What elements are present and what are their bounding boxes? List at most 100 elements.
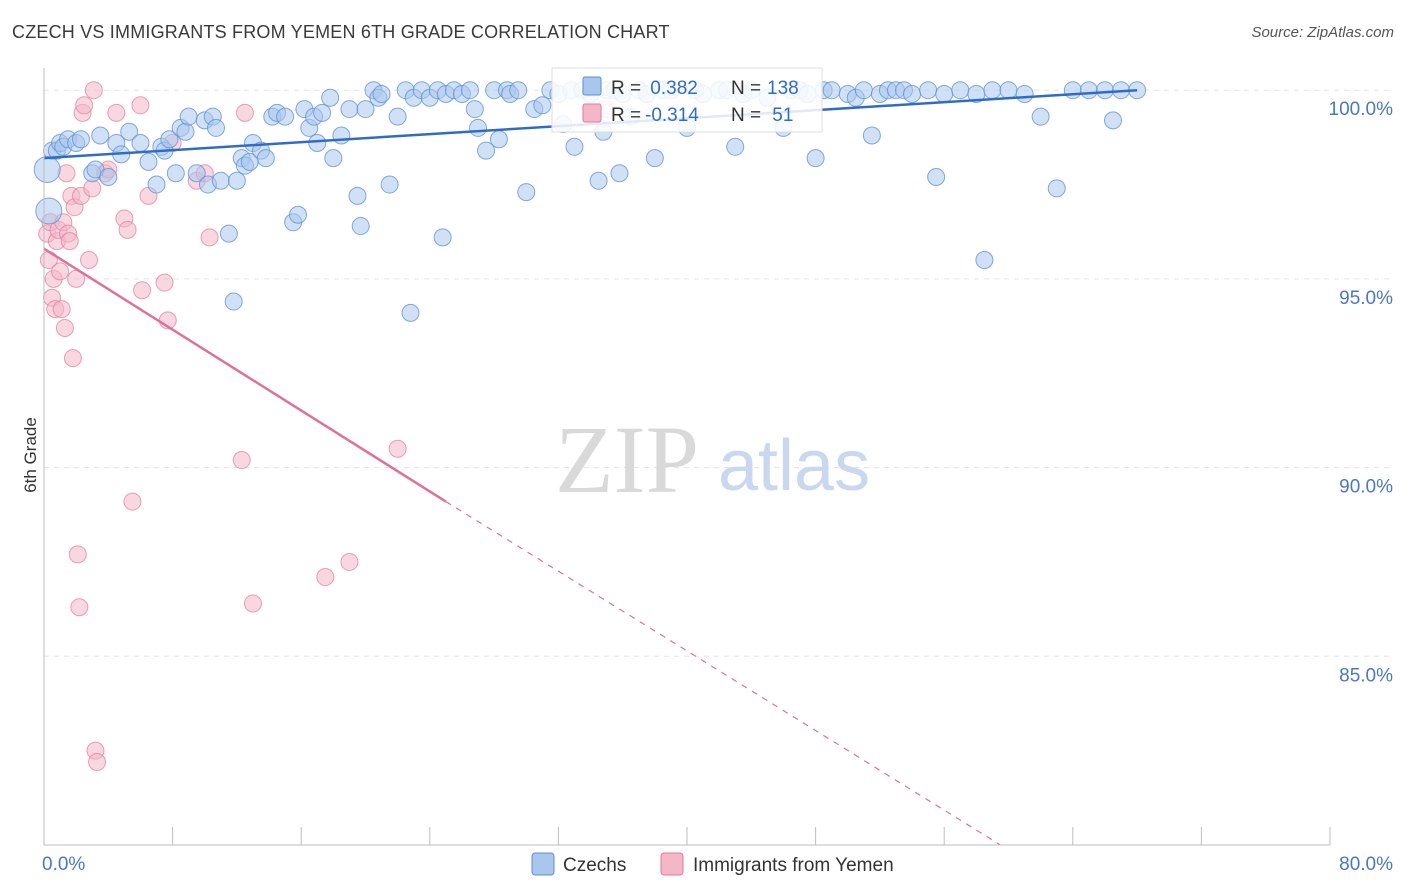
point-czech [187, 164, 206, 183]
point-czech [854, 81, 873, 100]
point-yemen [131, 96, 150, 115]
point-czech [91, 126, 110, 145]
point-czech [356, 100, 375, 119]
point-czech [1015, 84, 1034, 103]
point-czech [207, 118, 226, 137]
point-czech [120, 122, 139, 141]
point-czech [1103, 111, 1122, 130]
point-czech [256, 149, 275, 168]
point-czech [176, 122, 195, 141]
point-czech [147, 175, 166, 194]
point-czech [179, 107, 198, 126]
point-czech [139, 152, 158, 171]
point-yemen [316, 568, 335, 587]
point-yemen [80, 251, 99, 270]
point-czech [1095, 81, 1114, 100]
point-czech [806, 149, 825, 168]
point-czech [308, 134, 327, 153]
point-czech [903, 84, 922, 103]
point-czech [388, 107, 407, 126]
point-yemen [133, 281, 152, 300]
trend-line-yemen [43, 247, 447, 503]
legend-n-label-czech: N = [731, 78, 761, 99]
bottom-legend-label-czech: Czechs [563, 855, 626, 876]
point-yemen [63, 349, 82, 368]
point-czech [460, 81, 479, 100]
point-yemen [232, 451, 251, 470]
y-tick-labels: 85.0% 90.0% 95.0% 100.0% [1329, 99, 1394, 686]
y-tick-label: 95.0% [1339, 288, 1393, 309]
point-yemen [83, 179, 102, 198]
point-czech [477, 141, 496, 160]
point-yemen [340, 552, 359, 571]
point-czech [565, 137, 584, 156]
point-yemen [388, 439, 407, 458]
point-yemen [118, 220, 137, 239]
point-czech [332, 126, 351, 145]
point-czech [862, 126, 881, 145]
point-czech [227, 171, 246, 190]
point-yemen [55, 318, 74, 337]
x-tick-label-left: 0.0% [42, 854, 85, 875]
point-czech [401, 303, 420, 322]
watermark-zip: ZIP [555, 406, 699, 513]
legend-n-value-czech: 138 [767, 78, 799, 99]
chart-title: CZECH VS IMMIGRANTS FROM YEMEN 6TH GRADE… [12, 22, 670, 42]
point-czech [313, 103, 332, 122]
point-czech [348, 186, 367, 205]
bottom-legend-swatch-czech [531, 852, 555, 876]
point-czech [951, 81, 970, 100]
point-czech [1079, 81, 1098, 100]
point-yemen [235, 103, 254, 122]
point-yemen [51, 262, 70, 281]
point-czech [288, 205, 307, 224]
point-yemen [75, 96, 94, 115]
point-czech [1063, 81, 1082, 100]
point-czech [131, 134, 150, 153]
bottom-legend-label-yemen: Immigrants from Yemen [693, 855, 894, 876]
point-czech [324, 149, 343, 168]
y-axis-title: 6th Grade [21, 417, 40, 493]
point-czech [469, 118, 488, 137]
point-czech [372, 84, 391, 103]
point-czech [224, 292, 243, 311]
series-legend: Czechs Immigrants from Yemen [531, 852, 894, 876]
point-yemen [200, 228, 219, 247]
point-czech [351, 217, 370, 236]
point-czech [517, 183, 536, 202]
grid-lines [44, 89, 1393, 657]
point-czech [465, 100, 484, 119]
point-yemen [243, 594, 262, 613]
point-czech [822, 81, 841, 100]
watermark-atlas: atlas [718, 426, 870, 506]
y-tick-label: 85.0% [1339, 665, 1393, 686]
axes [43, 68, 1331, 846]
point-czech [321, 88, 340, 107]
point-yemen [52, 300, 71, 319]
source-label: Source: ZipAtlas.com [1251, 24, 1394, 41]
point-czech [340, 100, 359, 119]
point-czech [433, 228, 452, 247]
trend-line-yemen-extrapolated [445, 501, 1001, 846]
point-czech [975, 251, 994, 270]
legend-r-value-czech: 0.382 [645, 78, 698, 99]
point-czech [533, 96, 552, 115]
point-yemen [123, 492, 142, 511]
point-czech [219, 224, 238, 243]
point-czech [33, 155, 61, 183]
point-czech [935, 84, 954, 103]
point-yemen [107, 103, 126, 122]
legend-r-value-yemen: -0.314 [645, 105, 699, 126]
point-czech [645, 149, 664, 168]
legend-r-label-yemen: R = [611, 105, 641, 126]
point-czech [927, 167, 946, 186]
point-czech [983, 81, 1002, 100]
point-czech [211, 171, 230, 190]
point-czech [71, 130, 90, 149]
point-yemen [88, 752, 107, 771]
point-czech [726, 137, 745, 156]
legend-n-value-yemen: 51 [767, 105, 793, 126]
point-yemen [155, 273, 174, 292]
point-czech [999, 81, 1018, 100]
